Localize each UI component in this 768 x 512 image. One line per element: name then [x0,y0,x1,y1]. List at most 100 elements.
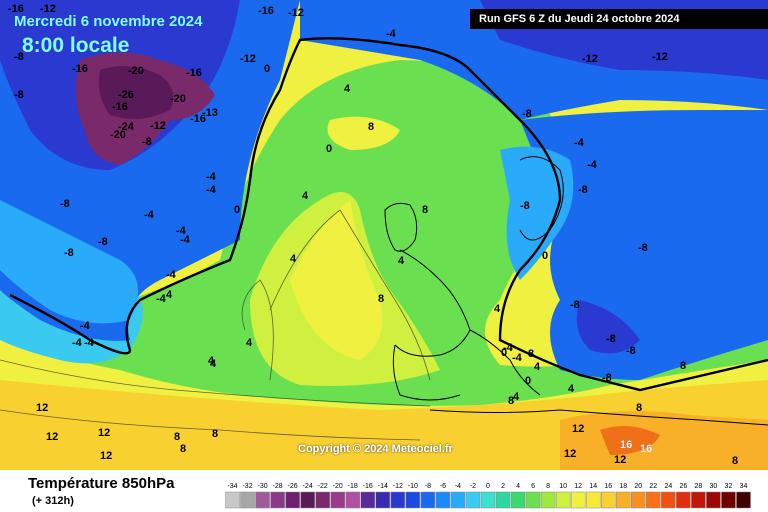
zero-isotherm [9,37,768,392]
parameter-title: Température 850hPa [28,475,175,492]
scale-tick-label: 18 [619,483,627,490]
model-run-label: Run GFS 6 Z du Jeudi 24 octobre 2024 [470,9,768,29]
map-value-label: 12 [564,448,576,460]
scale-tick-label: -14 [378,483,388,490]
map-value-label: 4 [210,358,217,370]
scale-tick-label: -28 [273,483,283,490]
map-value-label: -4 [503,342,514,354]
map-value-label: -16 [72,63,88,75]
map-value-label: 0 [525,375,531,387]
coastlines [384,156,768,426]
scale-swatch [255,491,270,509]
map-value-label: 8 [636,402,642,414]
scale-tick-label: -10 [408,483,418,490]
forecast-time: 8:00 locale [22,34,130,57]
map-value-label: -24 [118,121,135,133]
map-value-label: 8 [378,293,384,305]
map-value-label: -4 [166,269,177,281]
scale-swatch [375,491,391,509]
map-value-label: -4 [80,320,91,332]
coast-africa [429,409,768,426]
scale-swatch [631,491,646,509]
map-value-label: -12 [652,51,668,63]
coast-scandinavia [519,156,564,241]
map-value-label: 12 [36,402,48,414]
scale-tick-label: -18 [348,483,358,490]
map-value-label: -16 [112,101,128,113]
cool-band-east [500,146,574,280]
map-value-label: 4 [568,383,575,395]
scale-tick-label: -2 [470,483,476,490]
scale-tick-label: 8 [546,483,550,490]
scale-tick-label: -32 [242,483,252,490]
hot-spot [600,426,660,455]
scale-swatch [270,491,285,509]
map-value-label: 8 [368,121,374,133]
map-value-label: -4 [512,352,523,364]
map-value-label: 4 [166,289,173,301]
map-value-label: 4 [534,361,541,373]
scale-swatch [300,491,315,509]
isotherm-8-core [269,209,431,381]
map-canvas: -16 -12 -16 -12 -4 -8 -16 -20 -16 -12 0 -8 -26 -20 -16… [0,0,768,470]
scale-tick-label: -8 [425,483,431,490]
scale-tick-label: -12 [393,483,403,490]
map-value-label: -8 [602,372,612,384]
copyright: Copyright © 2024 Meteociel.fr [298,443,453,455]
map-value-label: -4 [386,28,397,40]
map-value-label: -4 [206,171,217,183]
scale-tick-label: 4 [516,483,520,490]
map-value-label: -8 [14,51,24,63]
scale-swatch [525,491,541,509]
map-value-label: -8 [522,108,532,120]
map-value-label: -8 [520,200,530,212]
scale-tick-label: -4 [455,483,461,490]
scale-tick-label: -30 [258,483,268,490]
scale-tick-label: 14 [589,483,597,490]
scale-tick-label: 12 [574,483,582,490]
scale-tick-label: -22 [318,483,328,490]
map-value-label: 4 [246,337,253,349]
scale-swatch [420,491,436,509]
warmest-core [290,200,383,360]
scale-swatch [570,491,586,509]
map-value-label: 16 [640,443,652,455]
scale-swatch [646,491,661,509]
scale-tick-label: 22 [649,483,657,490]
cool-band-west [0,200,138,324]
map-value-label: -4 [176,225,187,237]
scale-swatch [510,491,526,509]
map-value-label: -16 [190,113,206,125]
scale-swatch [330,491,345,509]
scale-swatch [405,491,421,509]
map-value-label: -8 [98,236,108,248]
scale-swatch [315,491,330,509]
scale-tick-label: -24 [303,483,313,490]
value-labels: -16 -12 -16 -12 -4 -8 -16 -20 -16 -12 0 -8 -26 -20 -16… [8,3,738,467]
scale-swatch [736,491,751,509]
map-value-label: -8 [606,333,616,345]
map-value-label: -16 [186,67,202,79]
scale-tick-label: 20 [634,483,642,490]
isotherm-8 [0,359,431,407]
map-value-label: 12 [572,423,584,435]
scale-swatch [240,491,255,509]
scale-swatch [555,491,571,509]
map-value-label: -4 [144,209,155,221]
coast-britain [384,202,418,252]
scale-swatch [706,491,721,509]
map-value-label: 8 [508,395,514,407]
map-value-label: -12 [150,120,166,132]
map-value-label: -8 [626,345,636,357]
scale-tick-label: -20 [333,483,343,490]
color-scale-legend: -34 -32 -30 -28 -26 -24 -22 -20 -18 -16 -14 -12 -10-… [225,483,751,509]
forecast-date: Mercredi 6 novembre 2024 [14,13,203,30]
map-value-label: -8 [578,184,588,196]
map-value-label: -16 [258,5,274,17]
scale-swatch [345,491,361,509]
map-value-label: -4 [72,337,83,349]
scale-tick-label: 30 [710,483,718,490]
map-value-label: 16 [620,439,632,451]
scale-tick-label: 26 [679,483,687,490]
map-value-label: 12 [46,431,58,443]
